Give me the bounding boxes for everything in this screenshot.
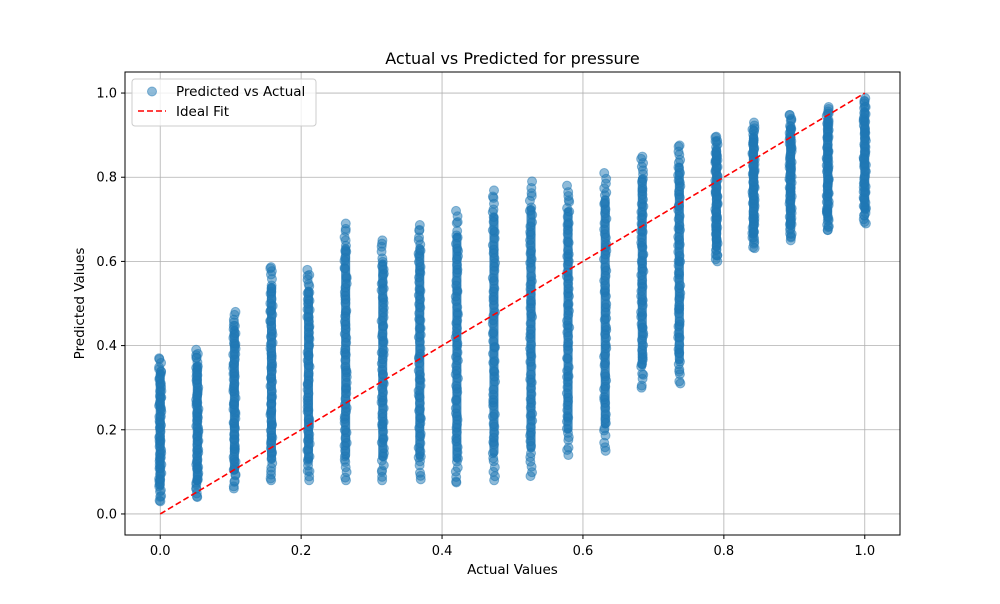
scatter-point-cluster bbox=[452, 232, 462, 463]
scatter-point-cluster bbox=[823, 115, 833, 222]
scatter-point-cluster bbox=[415, 244, 425, 460]
scatter-point-cluster bbox=[266, 282, 276, 464]
scatter-point-cluster bbox=[155, 369, 165, 490]
scatter-point-cluster bbox=[563, 207, 573, 434]
scatter-point bbox=[266, 262, 277, 273]
scatter-point bbox=[230, 306, 241, 317]
scatter-point bbox=[748, 117, 759, 128]
y-tick-label: 0.6 bbox=[96, 255, 117, 270]
scatter-point-cluster bbox=[304, 286, 314, 464]
scatter-point-cluster bbox=[637, 174, 647, 370]
scatter-point bbox=[562, 180, 573, 191]
legend-label-scatter: Predicted vs Actual bbox=[176, 84, 305, 100]
legend-marker-scatter bbox=[147, 86, 157, 97]
scatter-point bbox=[377, 235, 388, 246]
x-tick-label: 0.8 bbox=[714, 544, 735, 559]
legend-label-ideal-fit: Ideal Fit bbox=[176, 104, 229, 120]
scatter-point-cluster bbox=[526, 205, 536, 453]
y-tick-label: 0.8 bbox=[96, 171, 117, 186]
scatter-point bbox=[340, 218, 351, 229]
scatter-point-cluster bbox=[600, 195, 610, 429]
scatter-point bbox=[711, 131, 722, 142]
scatter-point-cluster bbox=[860, 107, 870, 214]
scatter-point bbox=[674, 140, 685, 151]
scatter-point bbox=[414, 220, 425, 231]
x-tick-label: 0.6 bbox=[573, 544, 594, 559]
y-tick-label: 0.0 bbox=[96, 507, 117, 522]
scatter-point bbox=[823, 102, 834, 113]
grid-lines bbox=[125, 72, 900, 535]
x-tick-label: 0.0 bbox=[150, 544, 171, 559]
data-points bbox=[154, 93, 871, 507]
scatter-point bbox=[527, 176, 538, 187]
scatter-point bbox=[784, 109, 795, 120]
legend-box bbox=[131, 78, 317, 127]
scatter-point bbox=[154, 353, 165, 364]
x-tick-label: 0.2 bbox=[291, 544, 312, 559]
scatter-point bbox=[191, 344, 202, 355]
y-axis-label: Predicted Values bbox=[72, 248, 88, 360]
ideal-fit-line-group bbox=[159, 92, 866, 515]
ideal-fit-line bbox=[159, 92, 866, 515]
scatter-point-cluster bbox=[378, 259, 388, 462]
y-tick-label: 0.2 bbox=[96, 423, 117, 438]
plot-frame bbox=[124, 71, 901, 536]
scatter-point bbox=[451, 205, 462, 216]
x-tick-label: 1.0 bbox=[854, 544, 875, 559]
scatter-point bbox=[488, 185, 499, 196]
y-tick-label: 0.4 bbox=[96, 339, 117, 354]
chart-title: Actual vs Predicted for pressure bbox=[385, 49, 640, 68]
scatter-point bbox=[860, 93, 871, 104]
x-tick-label: 0.4 bbox=[432, 544, 453, 559]
legend: Predicted vs Actual Ideal Fit bbox=[131, 78, 317, 127]
scatter-point bbox=[637, 151, 648, 162]
scatter-point-cluster bbox=[674, 162, 684, 365]
x-axis-label: Actual Values bbox=[467, 562, 558, 578]
scatter-point-cluster bbox=[341, 244, 351, 460]
scatter-point-cluster bbox=[229, 326, 239, 475]
scatter-point-cluster bbox=[711, 145, 721, 252]
y-tick-label: 1.0 bbox=[96, 87, 117, 102]
scatter-point-cluster bbox=[192, 361, 202, 486]
scatter-point-cluster bbox=[786, 124, 796, 231]
axis-ticks: 0.0 0.2 0.4 0.6 0.8 1.0 0.0 0.2 0.4 0.6 0.8 1.0 bbox=[96, 87, 875, 559]
scatter-point-cluster bbox=[489, 213, 499, 458]
scatter-point bbox=[599, 168, 610, 179]
scatter-point bbox=[302, 264, 313, 275]
scatter-point-cluster bbox=[749, 132, 759, 239]
